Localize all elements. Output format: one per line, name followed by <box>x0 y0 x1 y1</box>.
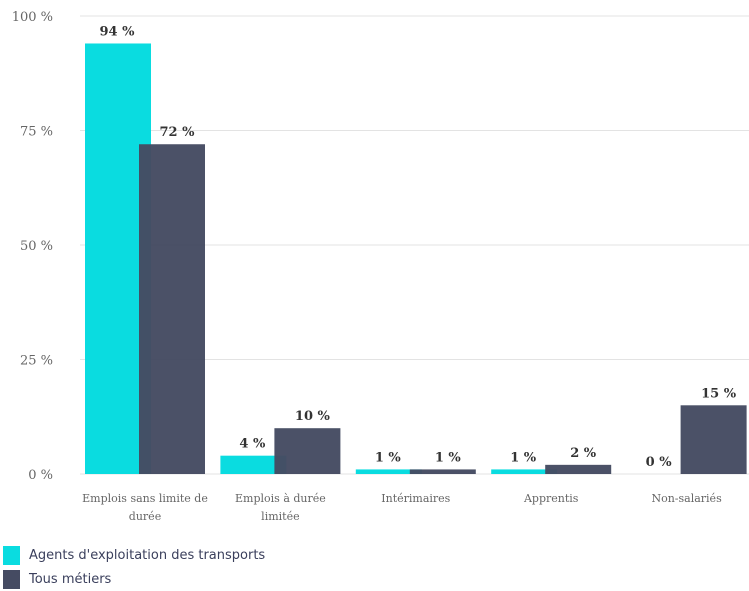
bar-series-2-1[interactable] <box>274 428 341 474</box>
category-label: Emplois à durée limitée <box>235 492 326 523</box>
y-tick-label: 50 % <box>20 239 53 254</box>
bar-chart: 0 % 25 % 50 % 75 % 100 % 94 % 4 % 1 % 1 % 0 % 72 … <box>12 10 749 523</box>
legend: Agents d'exploitation des transports Tou… <box>3 543 265 591</box>
data-label-series-1-2: 1 % <box>375 450 402 465</box>
y-axis-tick-labels: 0 % 25 % 50 % 75 % 100 % <box>12 10 53 483</box>
data-label-series-2-1: 10 % <box>295 409 331 424</box>
y-tick-label: 75 % <box>20 125 53 140</box>
data-label-series-1-4: 0 % <box>646 455 673 470</box>
bar-series-1-3[interactable] <box>491 469 558 474</box>
y-tick-label: 25 % <box>20 354 53 369</box>
legend-label-series-2: Tous métiers <box>29 571 112 587</box>
category-label: Apprentis <box>523 492 579 505</box>
x-axis-category-labels: Emplois sans limite de durée Emplois à dur… <box>82 492 722 523</box>
bar-series-2-4[interactable] <box>680 405 747 474</box>
category-label: Emplois sans limite de durée <box>82 492 208 523</box>
data-label-series-1-3: 1 % <box>510 450 537 465</box>
legend-item-series-2[interactable]: Tous métiers <box>3 567 265 591</box>
bars <box>85 43 747 475</box>
data-label-series-1-0: 94 % <box>100 24 136 39</box>
bar-series-2-0[interactable] <box>139 144 205 475</box>
data-labels: 94 % 4 % 1 % 1 % 0 % 72 % 10 % 1 % 2 % 15 % <box>100 24 737 470</box>
legend-label-series-1: Agents d'exploitation des transports <box>29 547 266 563</box>
category-label: Intérimaires <box>381 492 450 505</box>
y-tick-label: 0 % <box>28 468 53 483</box>
legend-swatch-series-1 <box>3 545 20 565</box>
data-label-series-2-3: 2 % <box>570 446 597 461</box>
bar-series-1-1[interactable] <box>220 455 287 474</box>
data-label-series-2-2: 1 % <box>435 450 462 465</box>
category-label: Non-salariés <box>651 492 722 505</box>
data-label-series-2-0: 72 % <box>160 125 196 140</box>
legend-item-series-1[interactable]: Agents d'exploitation des transports <box>3 543 265 567</box>
y-tick-label: 100 % <box>12 10 53 25</box>
bar-series-2-3[interactable] <box>545 464 612 474</box>
data-label-series-2-4: 15 % <box>701 386 737 401</box>
bar-series-1-2[interactable] <box>355 469 422 474</box>
data-label-series-1-1: 4 % <box>239 437 266 452</box>
bar-series-2-2[interactable] <box>409 469 476 474</box>
legend-swatch-series-2 <box>3 569 20 589</box>
